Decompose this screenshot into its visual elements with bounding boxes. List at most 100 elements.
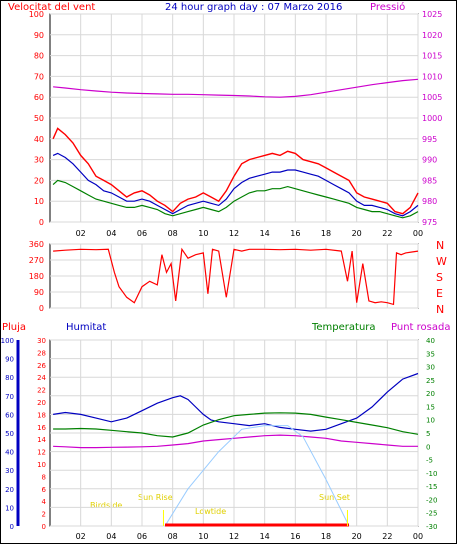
climate-x-tick-label: 04 (106, 532, 116, 541)
rain-label: Pluja (2, 322, 27, 333)
pressure-axis-label: Pressió (370, 2, 406, 13)
rain-tick-label: 28 (37, 349, 46, 357)
wind-x-tick-label: 20 (352, 229, 362, 238)
humidity-tick-label: 90 (5, 356, 14, 364)
pressure-tick-label: 1020 (422, 31, 442, 40)
wind-gust-line (52, 127, 419, 215)
temp-tick-label: 20 (426, 390, 435, 398)
sunrise-label: Sun Rise (138, 493, 173, 502)
temp-tick-label: 30 (426, 364, 435, 372)
climate-x-tick-label: 02 (76, 532, 86, 541)
humidity-tick-label: 100 (1, 337, 14, 345)
pressure-tick-label: 1025 (422, 10, 442, 19)
climate-x-tick-label: 16 (290, 532, 300, 541)
temp-tick-label: -10 (426, 470, 437, 478)
humidity-tick-label: 10 (5, 504, 14, 512)
direction-tick-label: 180 (29, 272, 44, 281)
temp-tick-label: -15 (426, 483, 437, 491)
temp-tick-label: -25 (426, 510, 437, 518)
temperature-line (53, 412, 419, 438)
rain-tick-label: 26 (37, 362, 46, 370)
solar-line (164, 425, 350, 527)
dir-label-e: E (436, 287, 443, 300)
wind-tick-label: 0 (39, 218, 44, 227)
wind-tick-label: 100 (29, 10, 44, 19)
wind-tick-label: 90 (34, 31, 44, 40)
climate-x-tick-label: 08 (168, 532, 178, 541)
wind-direction-line (53, 247, 419, 306)
climate-x-tick-label: 20 (352, 532, 362, 541)
wind-tick-label: 40 (34, 135, 44, 144)
pressure-line (53, 78, 419, 98)
wind-tick-label: 20 (34, 176, 44, 185)
humidity-tick-label: 30 (5, 467, 14, 475)
direction-tick-label: 0 (39, 304, 44, 313)
wind-x-tick-label: 06 (137, 229, 147, 238)
rain-tick-label: 22 (37, 387, 46, 395)
temp-tick-label: -30 (426, 523, 437, 531)
temp-tick-label: 0 (426, 443, 430, 451)
humidity-tick-label: 40 (5, 449, 14, 457)
rain-tick-label: 24 (37, 374, 46, 382)
dir-label-s: S (436, 271, 443, 284)
wind-tick-label: 70 (34, 72, 44, 81)
temperature-label: Temperatura (312, 322, 376, 333)
temp-tick-label: 25 (426, 377, 435, 385)
climate-x-tick-label: 10 (198, 532, 208, 541)
wind-tick-label: 30 (34, 156, 44, 165)
dir-label-w: W (436, 255, 447, 268)
rain-tick-label: 4 (42, 498, 47, 506)
climate-x-tick-label: 06 (137, 532, 147, 541)
rain-tick-label: 30 (37, 337, 46, 345)
wind-x-tick-label: 14 (260, 229, 270, 238)
temp-tick-label: -20 (426, 496, 437, 504)
temp-tick-label: 5 (426, 430, 430, 438)
wind-x-tick-label: 22 (382, 229, 392, 238)
wind-x-tick-label: 04 (106, 229, 116, 238)
humidity-tick-label: 0 (10, 523, 14, 531)
wind-avg-line (52, 152, 419, 217)
rain-tick-label: 16 (37, 424, 46, 432)
temp-tick-label: -5 (426, 457, 433, 465)
wind-x-tick-label: 02 (76, 229, 86, 238)
birdside-label: Birdside (90, 501, 123, 510)
climate-x-tick-label: 22 (382, 532, 392, 541)
pressure-tick-label: 975 (422, 218, 437, 227)
wind-tick-label: 80 (34, 52, 44, 61)
rain-tick-label: 2 (42, 511, 46, 519)
rain-tick-label: 8 (42, 473, 46, 481)
pressure-tick-label: 985 (422, 176, 437, 185)
chart-title: 24 hour graph day : 07 Marzo 2016 (165, 2, 343, 13)
wind-x-tick-label: 18 (321, 229, 331, 238)
temp-tick-label: 10 (426, 417, 435, 425)
wind-x-tick-label: 10 (198, 229, 208, 238)
wind-tick-label: 10 (34, 197, 44, 206)
pressure-tick-label: 1010 (422, 72, 442, 81)
rain-tick-label: 14 (37, 436, 46, 444)
humidity-tick-label: 60 (5, 411, 14, 419)
temp-tick-label: 15 (426, 403, 435, 411)
wind-tick-label: 60 (34, 93, 44, 102)
direction-tick-label: 90 (34, 288, 44, 297)
pressure-tick-label: 1015 (422, 52, 442, 61)
rain-tick-label: 0 (42, 523, 46, 531)
wind-x-tick-label: 12 (229, 229, 239, 238)
climate-x-tick-label: 12 (229, 532, 239, 541)
dewpoint-line (53, 434, 418, 449)
humidity-tick-label: 20 (5, 486, 14, 494)
humidity-tick-label: 70 (5, 393, 14, 401)
climate-x-tick-label: 00 (413, 532, 423, 541)
pressure-tick-label: 1000 (422, 114, 442, 123)
rain-tick-label: 20 (37, 399, 46, 407)
pressure-tick-label: 1005 (422, 93, 442, 102)
climate-x-tick-label: 18 (321, 532, 331, 541)
temp-tick-label: 35 (426, 350, 435, 358)
wind-x-tick-label: 08 (168, 229, 178, 238)
dir-label-n-bottom: N (436, 303, 445, 316)
rain-tick-label: 18 (37, 411, 46, 419)
wind-line (52, 179, 419, 219)
direction-tick-label: 360 (29, 240, 44, 249)
rain-tick-label: 6 (42, 486, 47, 494)
climate-x-tick-label: 14 (260, 532, 270, 541)
